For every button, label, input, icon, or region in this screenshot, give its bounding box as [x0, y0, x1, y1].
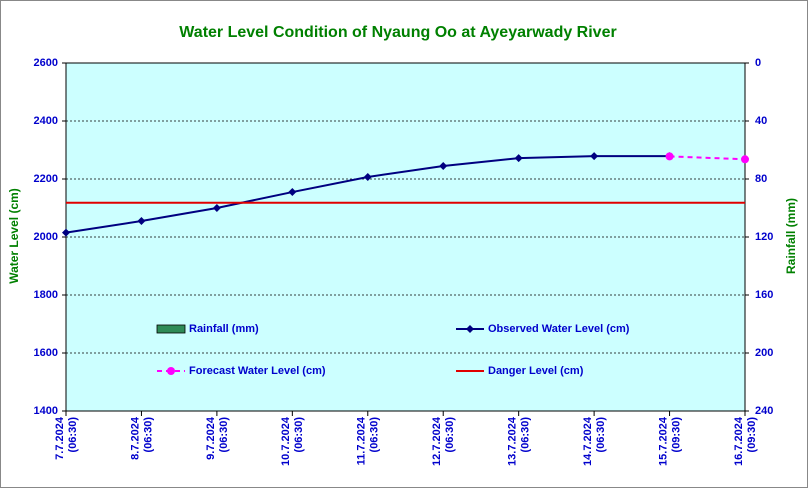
line-dashed — [669, 155, 746, 161]
x-tick-label: 13.7.2024 — [507, 416, 519, 466]
x-tick-label: 10.7.2024 — [280, 416, 292, 466]
legend-marker — [167, 367, 175, 375]
y2-tick-label: 160 — [755, 289, 773, 301]
y-axis-label: Water Level (cm) — [7, 188, 21, 284]
x-tick-label-time: (09:30) — [670, 417, 682, 453]
y-tick-label: 2600 — [34, 57, 58, 69]
legend-label: Danger Level (cm) — [488, 365, 584, 377]
x-tick-label: 9.7.2024 — [205, 416, 217, 460]
x-tick-label: 15.7.2024 — [657, 416, 669, 466]
y-tick-label: 1600 — [34, 347, 58, 359]
point — [590, 152, 599, 161]
x-tick-label: 12.7.2024 — [431, 416, 443, 466]
y2-tick-label: 40 — [755, 115, 767, 127]
x-tick-label-time: (06:30) — [520, 417, 532, 453]
x-tick-label-time: (06:30) — [595, 417, 607, 453]
point — [363, 172, 372, 181]
point — [288, 188, 297, 197]
legend-label: Rainfall (mm) — [189, 323, 259, 335]
x-tick-label: 14.7.2024 — [582, 416, 594, 466]
y-tick-label: 2400 — [34, 115, 58, 127]
point — [212, 204, 221, 212]
x-tick-label-time: (09:30) — [746, 417, 758, 453]
x-tick-label-time: (06:30) — [444, 417, 456, 453]
x-tick-label-time: (06:30) — [142, 417, 154, 453]
point — [665, 152, 674, 161]
x-tick-label: 7.7.2024 — [54, 416, 66, 460]
legend-label: Observed Water Level (cm) — [488, 323, 630, 335]
y2-tick-label: 120 — [755, 231, 773, 243]
y2-tick-label: 200 — [755, 347, 773, 359]
legend-label: Forecast Water Level (cm) — [189, 365, 326, 377]
point — [439, 161, 448, 170]
point — [137, 217, 146, 226]
y-tick-label: 1400 — [34, 405, 58, 417]
y2-axis-label: Rainfall (mm) — [784, 198, 798, 274]
x-tick-label-time: (06:30) — [67, 417, 79, 453]
x-tick-label-time: (06:30) — [293, 417, 305, 453]
point — [741, 155, 749, 164]
x-tick-label: 11.7.2024 — [356, 416, 368, 465]
y-tick-label: 2200 — [34, 173, 58, 185]
chart-title: Water Level Condition of Nyaung Oo at Ay… — [179, 24, 616, 41]
x-tick-label: 16.7.2024 — [733, 416, 745, 466]
y2-tick-label: 240 — [755, 405, 773, 417]
x-tick-label: 8.7.2024 — [129, 416, 141, 460]
x-tick-label-time: (06:30) — [369, 417, 381, 453]
legend-swatch — [156, 324, 186, 334]
y-tick-label: 1800 — [34, 289, 58, 301]
legend-marker — [466, 325, 474, 333]
point — [514, 154, 523, 163]
point — [62, 228, 70, 237]
x-tick-label-time: (06:30) — [218, 417, 230, 453]
y2-tick-label: 80 — [755, 173, 767, 185]
y2-tick-label: 0 — [755, 57, 761, 69]
y-tick-label: 2000 — [34, 231, 58, 243]
